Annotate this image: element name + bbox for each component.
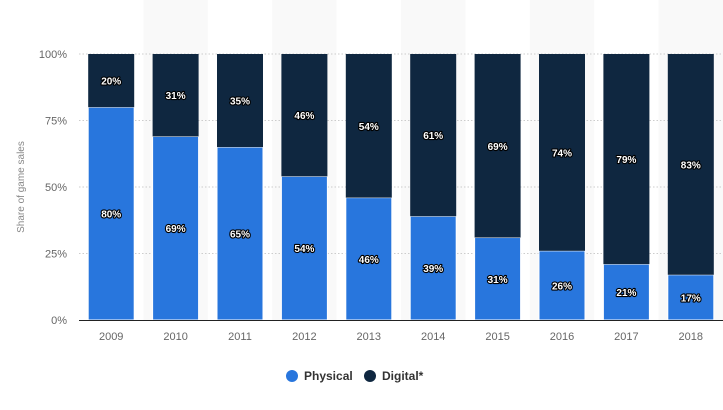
x-tick-label: 2017	[614, 331, 638, 343]
data-label: 39%	[423, 264, 443, 275]
bar-physical	[409, 215, 457, 321]
bar-digital	[88, 54, 135, 108]
data-label: 17%	[681, 293, 701, 304]
bar-digital	[410, 54, 457, 217]
bar-physical	[345, 197, 393, 321]
bar-physical	[474, 237, 522, 321]
x-tick-label: 2011	[228, 331, 252, 343]
legend-label: Digital*	[382, 369, 424, 383]
bar-physical	[602, 263, 650, 321]
data-label: 31%	[166, 91, 186, 102]
data-label: 83%	[681, 160, 701, 171]
legend-label: Physical	[304, 369, 353, 383]
data-label: 69%	[166, 224, 186, 235]
x-tick-label: 2013	[357, 331, 381, 343]
bar-physical	[280, 175, 328, 321]
data-label: 65%	[230, 230, 250, 241]
y-tick-label: 25%	[45, 249, 67, 261]
bar-physical	[152, 135, 200, 321]
data-label: 46%	[294, 111, 314, 122]
bar-digital	[345, 54, 392, 198]
x-tick-label: 2018	[679, 331, 703, 343]
data-label: 20%	[101, 77, 121, 88]
bar-digital	[281, 54, 328, 177]
x-tick-label: 2009	[99, 331, 123, 343]
bar-digital	[539, 54, 585, 251]
bar-digital	[667, 54, 714, 275]
x-tick-label: 2015	[485, 331, 509, 343]
data-label: 79%	[616, 155, 636, 166]
data-label: 35%	[230, 97, 250, 108]
data-label: 74%	[552, 148, 572, 159]
x-tick-label: 2012	[292, 331, 316, 343]
data-label: 54%	[294, 244, 314, 255]
y-axis-label: Share of game sales	[16, 141, 27, 233]
x-tick-label: 2014	[421, 331, 445, 343]
data-label: 31%	[488, 275, 508, 286]
data-label: 54%	[359, 122, 379, 133]
data-label: 61%	[423, 131, 443, 142]
bar-digital	[152, 54, 199, 137]
y-tick-label: 75%	[45, 116, 67, 128]
bar-digital	[217, 54, 263, 148]
y-tick-label: 0%	[51, 315, 67, 327]
bar-digital	[603, 54, 650, 265]
data-label: 21%	[616, 288, 636, 299]
x-tick-label: 2016	[550, 331, 574, 343]
data-label: 80%	[101, 210, 121, 221]
legend-marker	[364, 370, 376, 382]
data-label: 69%	[488, 142, 508, 153]
y-tick-label: 100%	[39, 49, 67, 61]
data-label: 46%	[359, 255, 379, 266]
bar-physical	[538, 250, 586, 321]
data-label: 26%	[552, 281, 572, 292]
y-tick-label: 50%	[45, 182, 67, 194]
legend-marker	[286, 370, 298, 382]
x-tick-label: 2010	[163, 331, 187, 343]
bar-digital	[474, 54, 521, 238]
